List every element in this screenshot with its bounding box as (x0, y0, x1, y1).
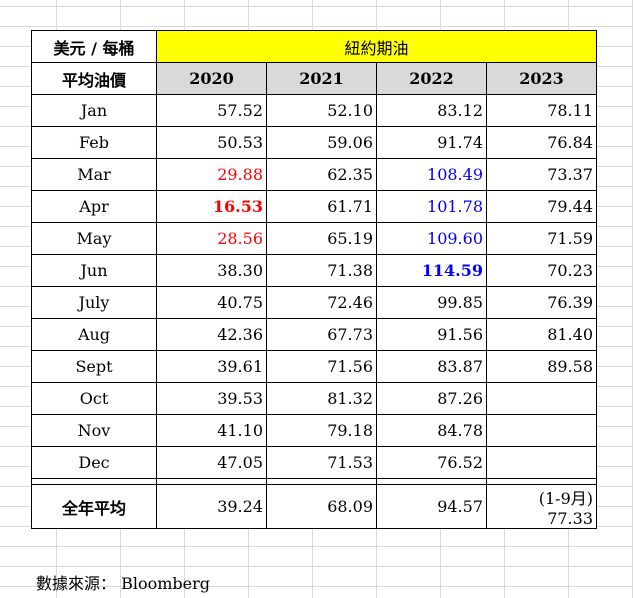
table-row: May 28.56 65.19 109.60 71.59 (31, 222, 597, 255)
value-cell-high: 109.60 (376, 222, 487, 255)
table-title: 紐約期油 (156, 30, 597, 63)
value-cell: 39.61 (156, 350, 267, 383)
table-row: Dec 47.05 71.53 76.52 (31, 446, 597, 479)
value-cell: 72.46 (266, 286, 377, 319)
table-row: Sept 39.61 71.56 83.87 89.58 (31, 350, 597, 383)
value-cell: 71.59 (486, 222, 597, 255)
annual-average-label: 全年平均 (31, 484, 157, 529)
year-header-2023: 2023 (486, 62, 597, 95)
value-cell-highest: 114.59 (376, 254, 487, 287)
month-label: Jun (31, 254, 157, 287)
value-cell: 78.11 (486, 94, 597, 127)
table-row: Jun 38.30 71.38 114.59 70.23 (31, 254, 597, 287)
annual-average-2022: 94.57 (376, 484, 487, 529)
value-cell: 40.75 (156, 286, 267, 319)
value-cell: 76.52 (376, 446, 487, 479)
value-cell: 99.85 (376, 286, 487, 319)
value-cell (486, 446, 597, 479)
value-cell: 83.87 (376, 350, 487, 383)
value-cell: 79.18 (266, 414, 377, 447)
value-cell: 71.53 (266, 446, 377, 479)
oil-price-table: 美元 / 每桶 紐約期油 平均油價 2020 2021 2022 2023 Ja… (31, 30, 597, 529)
table-row: July 40.75 72.46 99.85 76.39 (31, 286, 597, 319)
value-cell: 62.35 (266, 158, 377, 191)
value-cell: 61.71 (266, 190, 377, 223)
table-row: Nov 41.10 79.18 84.78 (31, 414, 597, 447)
value-cell: 83.12 (376, 94, 487, 127)
value-cell: 71.56 (266, 350, 377, 383)
value-cell: 57.52 (156, 94, 267, 127)
value-cell: 50.53 (156, 126, 267, 159)
month-label: Aug (31, 318, 157, 351)
header-row: 平均油價 2020 2021 2022 2023 (31, 62, 597, 95)
year-header-2021: 2021 (266, 62, 377, 95)
annual-average-2021: 68.09 (266, 484, 377, 529)
month-label: Nov (31, 414, 157, 447)
table-row: Mar 29.88 62.35 108.49 73.37 (31, 158, 597, 191)
year-header-2022: 2022 (376, 62, 487, 95)
value-cell-low: 29.88 (156, 158, 267, 191)
unit-label: 美元 / 每桶 (31, 30, 157, 63)
value-cell: 91.56 (376, 318, 487, 351)
value-cell (486, 414, 597, 447)
value-cell-low: 28.56 (156, 222, 267, 255)
value-cell: 91.74 (376, 126, 487, 159)
value-cell-high: 101.78 (376, 190, 487, 223)
month-label: Sept (31, 350, 157, 383)
value-cell: 76.39 (486, 286, 597, 319)
table-row: Apr 16.53 61.71 101.78 79.44 (31, 190, 597, 223)
month-label: Feb (31, 126, 157, 159)
value-cell-high: 108.49 (376, 158, 487, 191)
annual-average-2023: (1-9月) 77.33 (486, 484, 597, 529)
value-cell: 87.26 (376, 382, 487, 415)
month-label: Dec (31, 446, 157, 479)
month-label: Jan (31, 94, 157, 127)
value-cell: 89.58 (486, 350, 597, 383)
month-label: May (31, 222, 157, 255)
data-source-note: 數據來源： Bloomberg (36, 574, 211, 593)
annual-average-row: 全年平均 39.24 68.09 94.57 (1-9月) 77.33 (31, 484, 597, 529)
value-cell: 38.30 (156, 254, 267, 287)
month-label: Apr (31, 190, 157, 223)
month-label: Mar (31, 158, 157, 191)
title-row: 美元 / 每桶 紐約期油 (31, 30, 597, 63)
value-cell: 39.53 (156, 382, 267, 415)
value-cell (486, 382, 597, 415)
value-cell: 59.06 (266, 126, 377, 159)
value-cell: 70.23 (486, 254, 597, 287)
value-cell: 71.38 (266, 254, 377, 287)
month-label: July (31, 286, 157, 319)
annual-average-2020: 39.24 (156, 484, 267, 529)
table-row: Jan 57.52 52.10 83.12 78.11 (31, 94, 597, 127)
value-cell: 41.10 (156, 414, 267, 447)
value-cell: 79.44 (486, 190, 597, 223)
value-cell: 81.40 (486, 318, 597, 351)
year-header-2020: 2020 (156, 62, 267, 95)
table-row: Aug 42.36 67.73 91.56 81.40 (31, 318, 597, 351)
value-cell: 81.32 (266, 382, 377, 415)
value-cell: 84.78 (376, 414, 487, 447)
value-cell: 47.05 (156, 446, 267, 479)
month-label: Oct (31, 382, 157, 415)
value-cell-lowest: 16.53 (156, 190, 267, 223)
value-cell: 76.84 (486, 126, 597, 159)
value-cell: 42.36 (156, 318, 267, 351)
value-cell: 52.10 (266, 94, 377, 127)
value-cell: 67.73 (266, 318, 377, 351)
value-cell: 65.19 (266, 222, 377, 255)
value-cell: 73.37 (486, 158, 597, 191)
header-label: 平均油價 (31, 62, 157, 95)
table-row: Feb 50.53 59.06 91.74 76.84 (31, 126, 597, 159)
table-row: Oct 39.53 81.32 87.26 (31, 382, 597, 415)
